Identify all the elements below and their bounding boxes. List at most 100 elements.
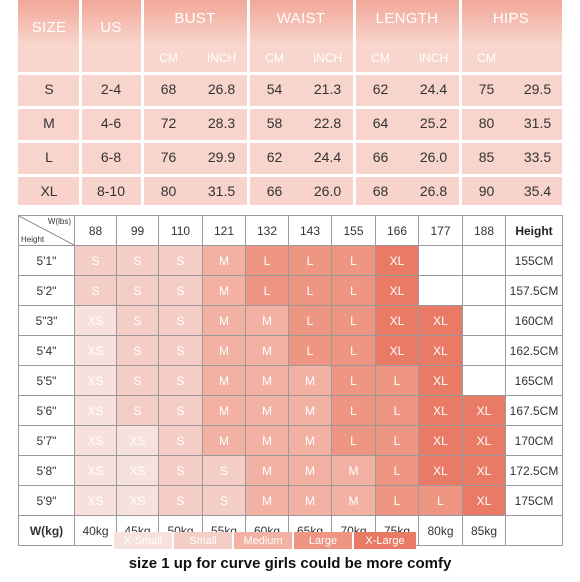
size-recommendation-cell: M bbox=[331, 455, 376, 486]
size-recommendation-cell: S bbox=[158, 365, 203, 396]
weight-lbs-cell: 155 bbox=[331, 215, 376, 246]
size-recommendation-cell: L bbox=[375, 425, 419, 456]
header-row: SIZE US BUST WAIST LENGTH HIPS bbox=[18, 8, 562, 46]
size-recommendation-cell bbox=[418, 245, 463, 276]
height-ft-cell: 5'1" bbox=[18, 245, 75, 276]
size-recommendation-cell bbox=[418, 275, 463, 306]
size-recommendation-cell: S bbox=[116, 365, 159, 396]
unit-cell: CM bbox=[159, 51, 178, 65]
size-recommendation-cell: L bbox=[245, 245, 289, 276]
size-recommendation-cell bbox=[462, 335, 506, 366]
diagonal-line bbox=[19, 216, 74, 245]
size-recommendation-cell: L bbox=[418, 485, 463, 516]
measurement-cell: 26.0 bbox=[313, 183, 342, 199]
measurement-cell: 21.3 bbox=[313, 81, 342, 97]
height-cm-cell: 160CM bbox=[505, 305, 563, 336]
measurement-cell: 54 bbox=[266, 81, 283, 97]
unit-cell: INCH bbox=[312, 51, 343, 65]
size-recommendation-cell: XL bbox=[462, 455, 506, 486]
size-recommendation-cell: S bbox=[74, 275, 117, 306]
size-recommendation-cell: M bbox=[288, 395, 332, 426]
size-recommendation-cell: XL bbox=[418, 335, 463, 366]
us-size-cell: 6-8 bbox=[100, 149, 122, 165]
size-recommendation-cell: L bbox=[375, 365, 419, 396]
size-recommendation-cell: L bbox=[331, 335, 376, 366]
measurement-cell: 26.8 bbox=[207, 81, 236, 97]
size-recommendation-grid: W(lbs) Height 88 99 110 121 132 143 155 166 177 188… bbox=[18, 215, 563, 546]
size-recommendation-cell: M bbox=[202, 245, 246, 276]
size-legend: X-Small Small Medium Large X-Large bbox=[112, 532, 416, 549]
unit-cell bbox=[513, 44, 562, 72]
weight-lbs-cell: 88 bbox=[74, 215, 117, 246]
weight-lbs-cell: 99 bbox=[116, 215, 159, 246]
size-recommendation-cell: S bbox=[116, 395, 159, 426]
size-recommendation-cell: XS bbox=[116, 425, 159, 456]
size-recommendation-cell: L bbox=[331, 365, 376, 396]
measurement-cell: 75 bbox=[478, 81, 495, 97]
size-recommendation-cell bbox=[462, 245, 506, 276]
height-ft-cell: 5"3" bbox=[18, 305, 75, 336]
unit-cell: CM bbox=[371, 51, 390, 65]
size-recommendation-cell: S bbox=[202, 485, 246, 516]
size-recommendation-cell: XS bbox=[74, 395, 117, 426]
height-ft-cell: 5'9" bbox=[18, 485, 75, 516]
size-recommendation-cell: XS bbox=[116, 455, 159, 486]
height-cm-cell: 172.5CM bbox=[505, 455, 563, 486]
size-chart-table: SIZE US BUST WAIST LENGTH HIPS CM INCH C… bbox=[18, 0, 562, 205]
size-recommendation-cell: M bbox=[202, 275, 246, 306]
height-ft-cell: 5'6" bbox=[18, 395, 75, 426]
measurement-cell: 66 bbox=[372, 149, 389, 165]
measurement-cell: 80 bbox=[160, 183, 177, 199]
measurement-cell: 90 bbox=[478, 183, 495, 199]
size-recommendation-cell: XL bbox=[418, 455, 463, 486]
size-recommendation-cell: M bbox=[202, 335, 246, 366]
size-cell: L bbox=[45, 149, 53, 165]
us-size-cell: 2-4 bbox=[100, 81, 122, 97]
height-row: 5'8" XS XS S S M M M L XL XL 172.5CM bbox=[18, 455, 563, 486]
measurement-cell: 29.9 bbox=[207, 149, 236, 165]
measurement-cell: 62 bbox=[266, 149, 283, 165]
corner-cell: W(lbs) Height bbox=[18, 215, 75, 246]
size-recommendation-cell bbox=[462, 275, 506, 306]
height-cm-cell: 175CM bbox=[505, 485, 563, 516]
height-row: 5'4" XS S S M M L L XL XL 162.5CM bbox=[18, 335, 563, 366]
size-recommendation-cell: M bbox=[245, 365, 289, 396]
size-recommendation-cell: L bbox=[375, 395, 419, 426]
weight-lbs-cell: 188 bbox=[462, 215, 506, 246]
measurement-cell: 28.3 bbox=[207, 115, 236, 131]
bust-header: BUST bbox=[174, 10, 216, 27]
size-recommendation-cell: L bbox=[288, 245, 332, 276]
size-recommendation-cell bbox=[462, 305, 506, 336]
legend-item: Medium bbox=[232, 532, 292, 549]
height-cm-cell: 157.5CM bbox=[505, 275, 563, 306]
size-header: SIZE bbox=[31, 18, 67, 36]
size-recommendation-cell: S bbox=[158, 245, 203, 276]
weight-lbs-cell: 143 bbox=[288, 215, 332, 246]
size-recommendation-cell: M bbox=[288, 425, 332, 456]
height-row: 5"3" XS S S M M L L XL XL 160CM bbox=[18, 305, 563, 336]
unit-cell: INCH bbox=[418, 51, 449, 65]
measurement-cell: 31.5 bbox=[207, 183, 236, 199]
size-recommendation-cell: M bbox=[245, 485, 289, 516]
size-recommendation-cell: XS bbox=[74, 305, 117, 336]
size-recommendation-cell: XS bbox=[74, 455, 117, 486]
weight-lbs-cell: 132 bbox=[245, 215, 289, 246]
length-header: LENGTH bbox=[375, 10, 439, 27]
size-recommendation-cell: M bbox=[288, 485, 332, 516]
size-recommendation-cell: S bbox=[158, 425, 203, 456]
size-recommendation-cell: L bbox=[331, 395, 376, 426]
size-recommendation-cell: L bbox=[288, 305, 332, 336]
size-recommendation-cell: L bbox=[288, 335, 332, 366]
size-recommendation-cell: XL bbox=[462, 485, 506, 516]
measurement-cell: 26.0 bbox=[419, 149, 448, 165]
height-column-title: Height bbox=[505, 215, 563, 246]
size-row: XL 8-10 80 31.5 66 26.0 68 26.8 90 35.4 bbox=[18, 174, 562, 208]
weight-lbs-cell: 166 bbox=[375, 215, 419, 246]
legend-item: Small bbox=[172, 532, 232, 549]
units-row: CM INCH CM INCH CM INCH CM bbox=[18, 44, 562, 72]
measurement-cell: 25.2 bbox=[419, 115, 448, 131]
measurement-cell: 80 bbox=[478, 115, 495, 131]
size-recommendation-cell: M bbox=[245, 425, 289, 456]
size-recommendation-cell: XL bbox=[375, 245, 419, 276]
height-ft-cell: 5'8" bbox=[18, 455, 75, 486]
